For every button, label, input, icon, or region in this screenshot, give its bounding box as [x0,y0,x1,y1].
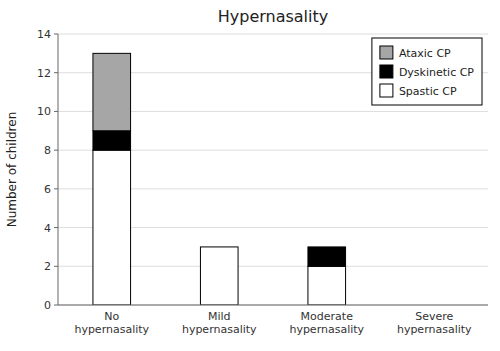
y-tick [54,111,58,112]
y-tick-label: 12 [37,67,51,80]
bars [93,53,346,305]
legend: Ataxic CP Dyskinetic CP Spastic CP [372,38,482,105]
y-tick [54,188,58,189]
bar-segment [93,150,131,305]
grid-line [58,34,488,35]
x-tick-label-line: hypernasality [74,323,149,336]
chart: Hypernasality Number of children 0 2 4 6 8 10 12… [0,0,500,351]
bar-segment [308,246,346,247]
y-tick [54,72,58,73]
y-tick-label: 14 [37,28,51,41]
y-axis-line [58,34,59,305]
y-tick-label: 10 [37,105,51,118]
x-tick-label-line: Moderate [301,310,354,323]
y-tick [54,305,58,306]
x-tick-label: Mildhypernasality [182,310,257,336]
legend-label: Dyskinetic CP [399,66,474,79]
x-tick-label: Moderatehypernasality [289,310,364,336]
legend-label: Ataxic CP [399,47,451,60]
bar-segment [200,246,238,247]
grid-line [58,305,488,306]
legend-swatch [380,84,393,97]
x-tick-label: Severehypernasality [397,310,472,336]
x-tick-label-line: Mild [208,310,231,323]
x-tick-label-line: Severe [415,310,453,323]
x-tick-label: Nohypernasality [74,310,149,336]
y-tick-label: 2 [44,260,51,273]
legend-box [372,38,482,105]
y-tick [54,227,58,228]
bar-segment [308,247,346,266]
y-axis-label: Number of children [5,112,19,228]
legend-swatch [380,46,393,59]
y-tick [54,266,58,267]
bar-segment [93,53,131,130]
y-tick-label: 6 [44,183,51,196]
bar-segment [200,247,238,305]
x-tick-label-line: hypernasality [397,323,472,336]
bar-segment [200,246,238,247]
bar-segment [308,266,346,305]
title: Hypernasality [218,7,329,26]
legend-swatch [380,65,393,78]
x-tick-label-line: hypernasality [182,323,257,336]
legend-label: Spastic CP [399,85,457,98]
x-axis-line [58,305,488,306]
y-tick-label: 8 [44,144,51,157]
x-tick-label-line: No [104,310,119,323]
y-tick-label: 4 [44,222,51,235]
y-tick [54,150,58,151]
bar-segment [93,131,131,150]
x-tick-label-line: hypernasality [289,323,364,336]
y-tick [54,34,58,35]
y-tick-label: 0 [44,299,51,312]
